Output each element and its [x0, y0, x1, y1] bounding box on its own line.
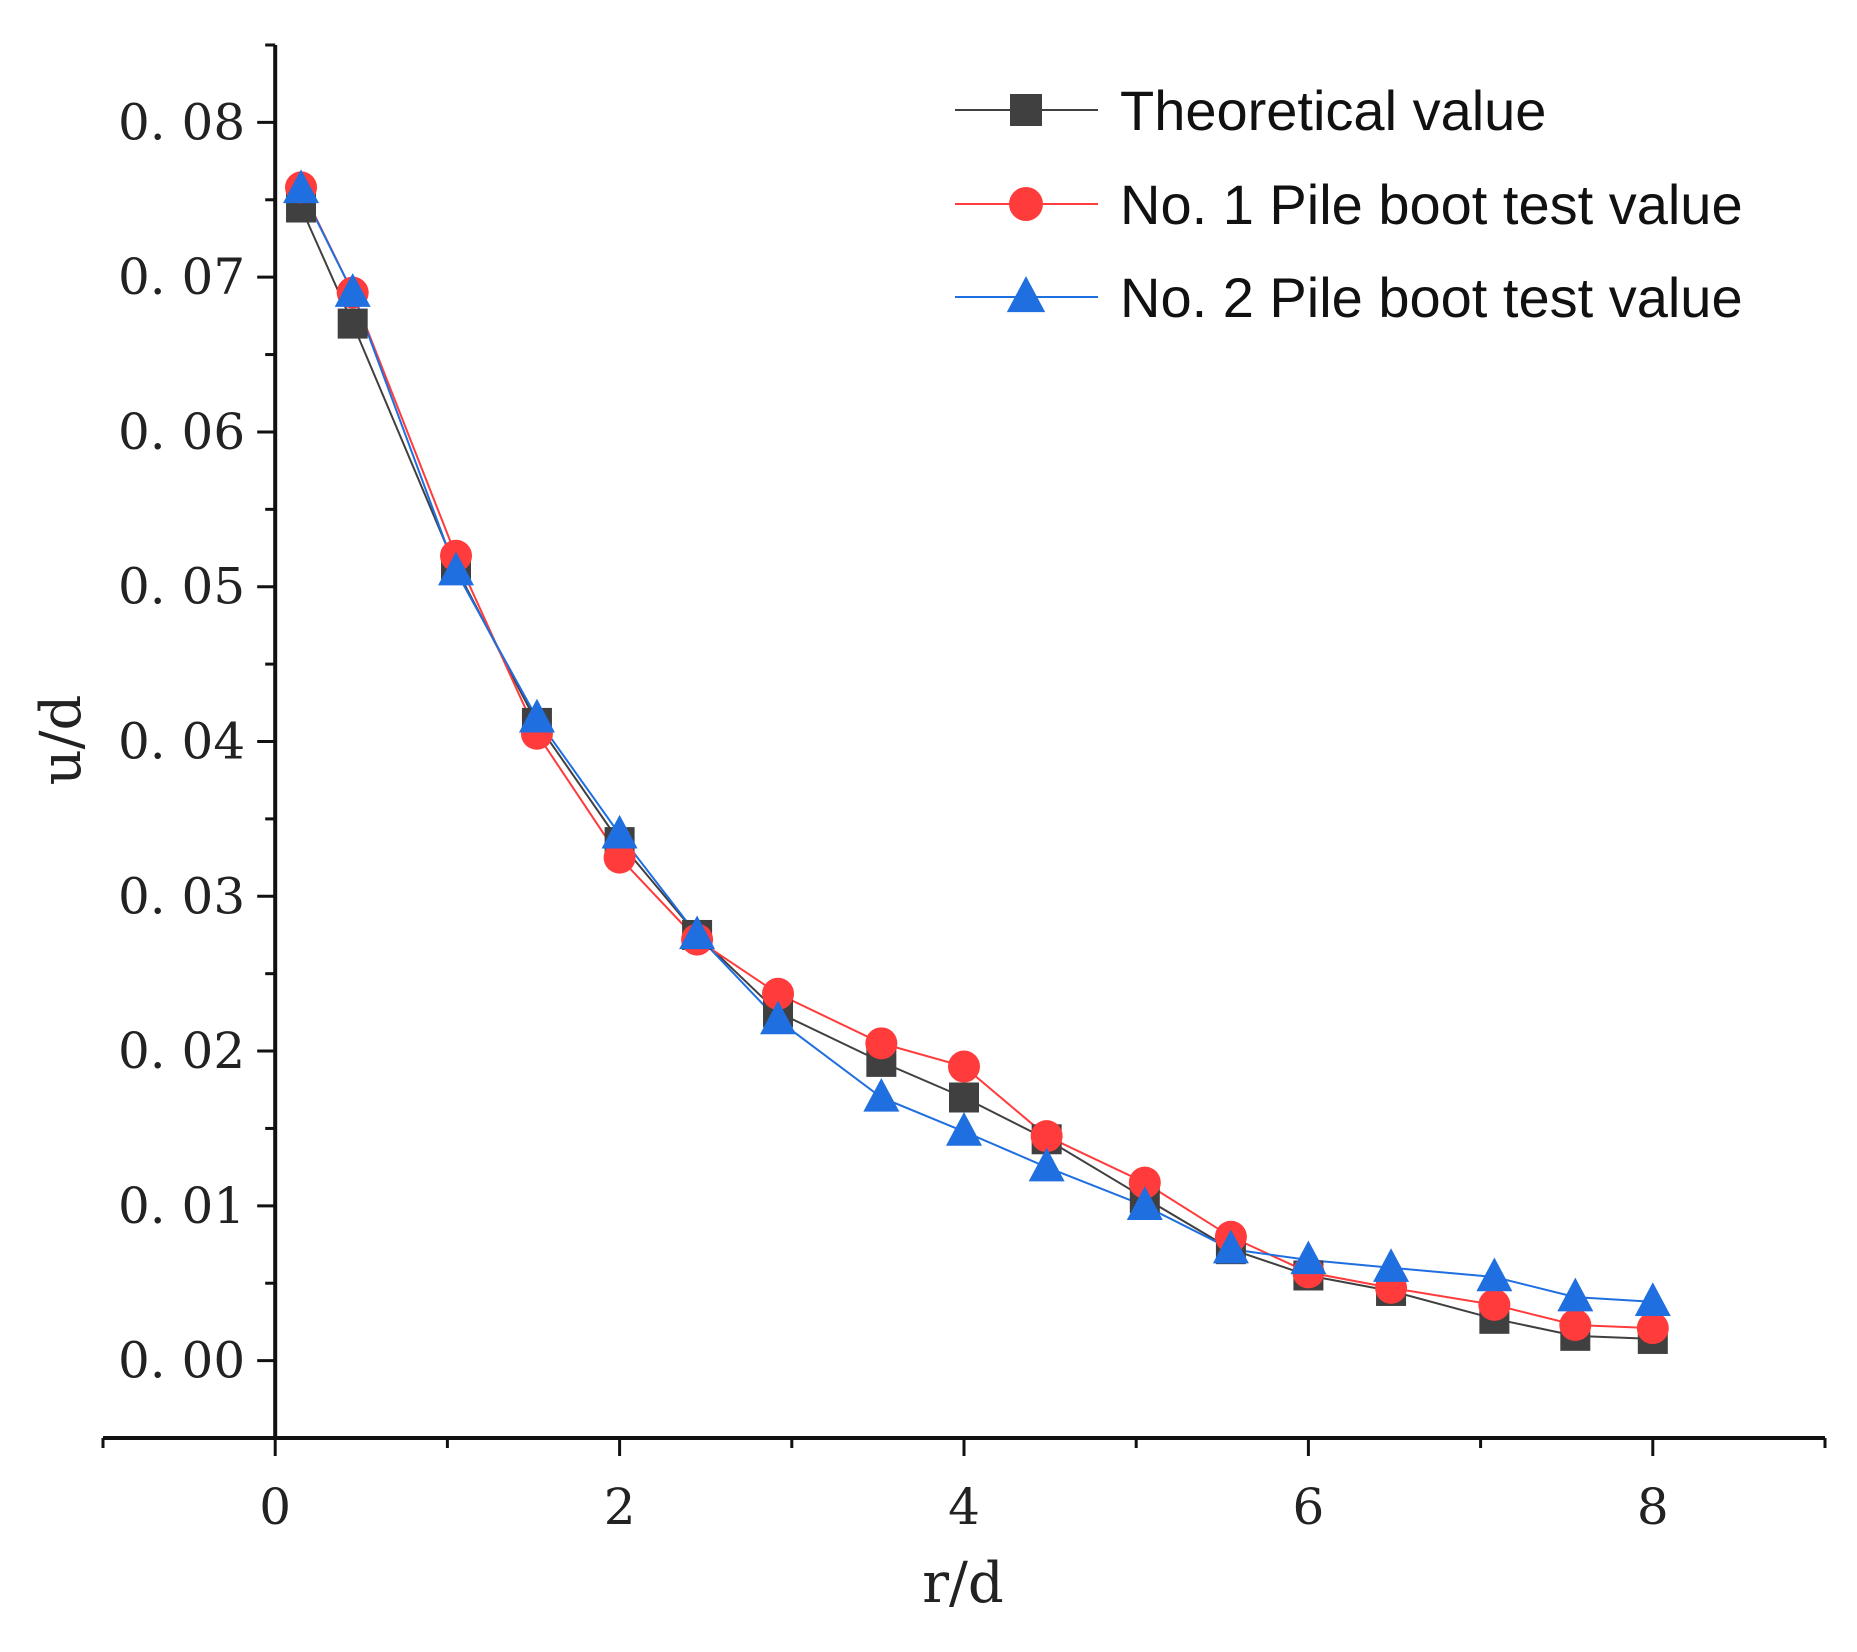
data-point-triangle	[1634, 1282, 1671, 1316]
data-point-square	[337, 308, 368, 339]
x-tick-label: 0	[259, 1478, 291, 1536]
legend-marker-triangle	[1006, 276, 1046, 313]
series-markers	[283, 169, 1671, 1354]
x-tick-label: 8	[1637, 1478, 1669, 1536]
data-point-circle	[948, 1050, 980, 1083]
data-point-circle	[1478, 1288, 1511, 1321]
data-point-triangle	[601, 814, 638, 849]
data-point-triangle	[863, 1077, 900, 1112]
data-point-triangle	[946, 1112, 982, 1146]
data-point-triangle	[1373, 1248, 1410, 1282]
x-tick-label: 2	[604, 1478, 636, 1536]
data-point-circle	[1636, 1312, 1669, 1345]
data-point-square	[949, 1082, 979, 1113]
data-point-circle	[603, 841, 636, 874]
data-point-triangle	[1290, 1240, 1327, 1275]
y-axis-title: u/d	[29, 695, 94, 786]
data-point-circle	[865, 1027, 898, 1060]
legend: Theoretical value No. 1 Pile boot test va…	[955, 79, 1743, 329]
y-tick-label: 0. 01	[118, 1177, 245, 1235]
data-point-triangle	[1028, 1147, 1065, 1182]
data-point-triangle	[518, 698, 555, 733]
data-point-triangle	[1212, 1229, 1249, 1264]
x-axis-title: r/d	[922, 1551, 1003, 1616]
data-point-triangle	[283, 169, 320, 204]
y-tick-label: 0. 03	[118, 867, 245, 925]
series-line-1	[300, 207, 1653, 1340]
y-tick-label: 0. 00	[118, 1332, 245, 1390]
legend-label: Theoretical value	[1120, 79, 1546, 142]
data-point-triangle	[1126, 1186, 1163, 1221]
y-tick-label: 0. 06	[118, 403, 245, 461]
data-point-triangle	[334, 273, 371, 307]
x-tick-label: 4	[948, 1478, 980, 1536]
data-point-triangle	[679, 915, 716, 950]
y-tick-label: 0. 08	[118, 93, 245, 151]
data-point-triangle	[438, 551, 475, 586]
legend-marker-square	[1010, 94, 1042, 126]
series-lines	[300, 186, 1653, 1340]
axes: 0 2 4 6 8 0. 00 0. 01 0. 02 0. 03 0. 04 0. 05 0. 06…	[101, 43, 1827, 1536]
y-tick-label: 0. 04	[118, 713, 245, 771]
data-point-triangle	[760, 1000, 797, 1035]
series-line-3	[300, 188, 1653, 1303]
data-point-triangle	[1557, 1277, 1594, 1312]
y-tick-label: 0. 05	[118, 558, 245, 616]
y-tick-label: 0. 07	[118, 248, 245, 306]
y-tick-label: 0. 02	[118, 1022, 245, 1080]
data-point-circle	[1030, 1120, 1063, 1153]
legend-label: No. 2 Pile boot test value	[1120, 266, 1743, 329]
legend-label: No. 1 Pile boot test value	[1120, 173, 1743, 236]
data-point-triangle	[1476, 1257, 1513, 1292]
data-point-circle	[762, 977, 795, 1010]
series-line-2	[300, 186, 1653, 1330]
data-point-circle	[1128, 1166, 1161, 1199]
x-tick-label: 6	[1292, 1478, 1324, 1536]
legend-marker-circle	[1009, 187, 1043, 221]
data-point-circle	[1559, 1309, 1592, 1342]
